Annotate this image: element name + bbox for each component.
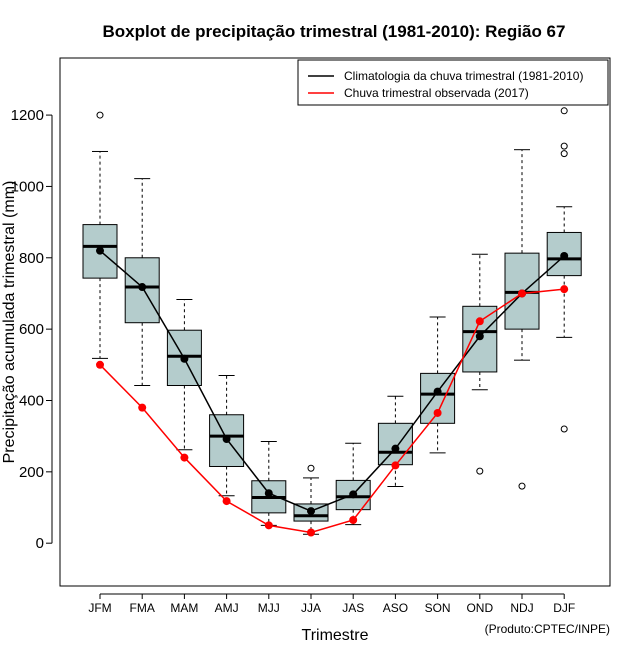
outlier-point (560, 107, 568, 115)
plot-frame (59, 57, 611, 587)
box-ndj (504, 149, 540, 490)
box-djf (546, 107, 582, 433)
series-point-1 (138, 403, 147, 412)
chart-title: Boxplot de precipitação trimestral (1981… (103, 22, 566, 41)
legend: Climatologia da chuva trimestral (1981-2… (297, 59, 609, 106)
series-point-0 (222, 435, 231, 444)
box-son (420, 316, 456, 454)
series-point-0 (433, 387, 442, 396)
series-point-1 (222, 497, 231, 506)
box-fma (124, 178, 160, 387)
outlier-point (96, 111, 104, 119)
series-point-1 (96, 360, 104, 369)
box-aso (377, 395, 413, 487)
series-point-1 (518, 289, 526, 298)
series-point-0 (264, 489, 273, 498)
x-tick-label: JAS (342, 601, 364, 615)
y-tick-label: 400 (19, 392, 44, 409)
x-tick-label: MJJ (258, 601, 280, 615)
x-axis: JFM FMA MAM AMJ MJJ JJA JAS ASO SON OND NDJ DJF (88, 593, 575, 615)
series-point-1 (391, 461, 400, 470)
series-point-1 (560, 285, 569, 294)
series-point-0 (96, 246, 104, 255)
series-point-0 (138, 283, 147, 292)
boxplots (82, 107, 582, 535)
series-point-0 (180, 354, 189, 363)
series-point-1 (433, 408, 442, 417)
box-jfm (82, 111, 118, 359)
legend-label-climatologia: Climatologia da chuva trimestral (1981-2… (344, 69, 583, 83)
x-tick-label: MAM (170, 601, 198, 615)
series-point-0 (307, 507, 315, 516)
box-mam (166, 299, 202, 451)
x-tick-label: FMA (130, 601, 155, 615)
x-tick-label: NDJ (510, 601, 533, 615)
x-tick-label: OND (466, 601, 493, 615)
box-jja (293, 464, 329, 535)
series-point-1 (264, 521, 273, 530)
legend-label-observada: Chuva trimestral observada (2017) (344, 86, 529, 100)
x-tick-label: SON (425, 601, 451, 615)
x-tick-label: ASO (383, 601, 408, 615)
series-lines (96, 246, 569, 537)
outlier-point (307, 464, 315, 472)
y-tick-label: 1000 (11, 178, 44, 195)
box-iqr (377, 422, 413, 466)
outlier-point (518, 482, 526, 490)
series-point-0 (391, 444, 400, 453)
series-line-0 (99, 250, 565, 512)
y-axis: 0 200 400 600 800 1000 1200 (11, 107, 53, 552)
series-point-1 (307, 528, 315, 537)
legend-box (297, 59, 609, 106)
outlier-point (560, 425, 568, 433)
y-tick-label: 600 (19, 321, 44, 338)
y-tick-label: 200 (19, 464, 44, 481)
y-tick-label: 0 (36, 535, 44, 552)
outlier-point (560, 142, 568, 150)
outlier-point (560, 150, 568, 158)
box-mjj (251, 441, 287, 526)
box-ond (462, 253, 498, 475)
y-tick-label: 800 (19, 250, 44, 267)
x-tick-label: AMJ (215, 601, 239, 615)
series-point-0 (349, 490, 358, 499)
x-tick-label: JJA (301, 601, 321, 615)
outlier-point (476, 467, 484, 475)
series-point-1 (475, 317, 484, 326)
series-line-1 (99, 288, 565, 534)
series-point-0 (475, 332, 484, 341)
x-tick-label: JFM (88, 601, 111, 615)
y-axis-title: Precipitação acumulada trimestral (mm) (1, 181, 18, 464)
box-jas (335, 442, 371, 526)
x-tick-label: DJF (553, 601, 575, 615)
y-tick-label: 1200 (11, 107, 44, 124)
series-point-1 (180, 453, 189, 462)
credit-label: (Produto:CPTEC/INPE) (485, 622, 610, 636)
series-point-0 (560, 252, 569, 260)
x-axis-title: Trimestre (302, 627, 369, 644)
series-point-1 (349, 516, 358, 524)
